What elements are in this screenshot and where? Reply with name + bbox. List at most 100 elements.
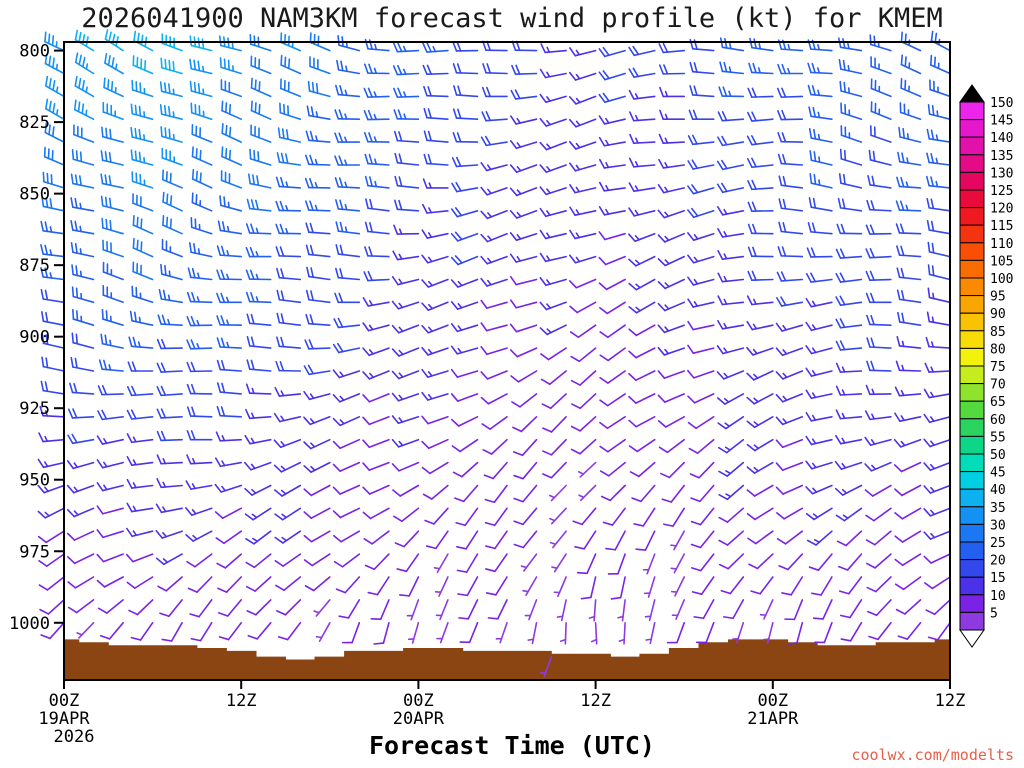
wind-barb bbox=[689, 85, 715, 98]
colorbar-segment bbox=[959, 347, 985, 367]
wind-barb bbox=[245, 291, 272, 304]
wind-barb bbox=[37, 484, 65, 494]
colorbar-segment bbox=[959, 365, 985, 385]
wind-barb bbox=[480, 210, 508, 220]
wind-barb bbox=[127, 361, 154, 372]
wind-barb bbox=[746, 320, 774, 331]
wind-barb bbox=[391, 324, 420, 334]
wind-barb bbox=[249, 148, 272, 166]
wind-barb bbox=[778, 198, 804, 212]
wind-barb bbox=[806, 247, 833, 258]
wind-barb bbox=[628, 89, 656, 100]
wind-barb bbox=[894, 484, 922, 497]
wind-barb bbox=[510, 115, 538, 125]
wind-barb bbox=[539, 117, 567, 127]
wind-barb bbox=[746, 393, 774, 405]
wind-barb bbox=[71, 264, 95, 281]
wind-barb bbox=[305, 130, 331, 143]
wind-barb bbox=[245, 383, 272, 395]
wind-barb bbox=[131, 171, 154, 189]
wind-barb bbox=[805, 297, 833, 308]
x-year-label: 2026 bbox=[54, 727, 95, 747]
wind-barb bbox=[835, 362, 863, 373]
wind-barb bbox=[509, 187, 538, 197]
wind-barb bbox=[570, 415, 597, 432]
wind-barb bbox=[370, 599, 390, 621]
wind-barb bbox=[925, 175, 951, 189]
wind-barb bbox=[628, 393, 656, 404]
wind-barb bbox=[720, 576, 745, 595]
wind-barb bbox=[776, 296, 804, 307]
wind-barb bbox=[245, 530, 272, 545]
wind-barb bbox=[274, 507, 302, 521]
wind-barb bbox=[450, 301, 479, 310]
wind-barb bbox=[275, 223, 302, 235]
wind-barb bbox=[509, 347, 538, 358]
wind-barb bbox=[539, 207, 567, 218]
wind-barb bbox=[216, 382, 242, 395]
wind-barb bbox=[336, 59, 361, 75]
y-tick-label: 975 bbox=[19, 542, 50, 562]
wind-barb bbox=[628, 415, 656, 428]
wind-barb bbox=[132, 214, 154, 235]
wind-barb bbox=[156, 385, 183, 397]
wind-barb bbox=[509, 276, 538, 286]
wind-barb bbox=[421, 391, 449, 401]
wind-barb bbox=[186, 406, 213, 418]
wind-barb bbox=[759, 599, 774, 620]
wind-barb bbox=[539, 93, 567, 103]
wind-barb bbox=[602, 507, 626, 526]
wind-barb bbox=[723, 599, 745, 620]
wind-barb bbox=[452, 41, 479, 52]
wind-barb bbox=[747, 246, 774, 258]
wind-barb bbox=[421, 461, 449, 475]
wind-barb bbox=[218, 35, 242, 52]
colorbar-segment bbox=[959, 224, 985, 244]
wind-barb bbox=[215, 431, 242, 442]
wind-barb bbox=[628, 370, 656, 382]
wind-barb bbox=[840, 125, 863, 143]
colorbar-under-arrow bbox=[959, 629, 985, 648]
colorbar-label: 5 bbox=[990, 606, 998, 621]
wind-barb bbox=[548, 484, 567, 502]
wind-barb bbox=[695, 621, 715, 644]
wind-barb bbox=[781, 576, 804, 596]
wind-barb bbox=[746, 135, 774, 146]
wind-barb bbox=[421, 229, 449, 239]
wind-barb bbox=[559, 621, 567, 645]
wind-barb bbox=[421, 415, 449, 425]
wind-barb bbox=[434, 576, 449, 597]
wind-barb bbox=[509, 299, 538, 309]
wind-barb bbox=[569, 324, 597, 339]
wind-barb bbox=[866, 360, 892, 372]
wind-barb bbox=[332, 369, 361, 379]
wind-barb bbox=[571, 393, 597, 410]
wind-barb bbox=[806, 530, 833, 546]
wind-barb bbox=[335, 199, 361, 212]
wind-barb bbox=[189, 35, 213, 52]
wind-barb bbox=[481, 111, 508, 122]
wind-barb bbox=[275, 246, 302, 258]
watermark-link[interactable]: coolwx.com/modelts bbox=[851, 746, 1014, 764]
wind-barb bbox=[191, 124, 213, 143]
wind-barb bbox=[421, 346, 449, 356]
wind-barb bbox=[716, 159, 745, 171]
wind-barb bbox=[273, 438, 302, 449]
wind-barb bbox=[718, 86, 745, 98]
wind-barb bbox=[775, 393, 804, 403]
wind-barb bbox=[925, 599, 951, 616]
wind-barb bbox=[126, 478, 154, 489]
wind-barb bbox=[407, 621, 420, 644]
colorbar-label: 85 bbox=[990, 325, 1006, 340]
wind-barb bbox=[221, 123, 242, 143]
colorbar-label: 60 bbox=[990, 413, 1006, 428]
wind-barb bbox=[191, 168, 213, 189]
wind-barb bbox=[450, 278, 479, 288]
wind-barb bbox=[186, 430, 213, 441]
wind-barb bbox=[126, 502, 154, 513]
colorbar-label: 25 bbox=[990, 536, 1006, 551]
wind-barb bbox=[391, 347, 420, 357]
y-tick-label: 800 bbox=[19, 42, 50, 62]
wind-barb bbox=[746, 346, 774, 356]
wind-barb bbox=[808, 106, 833, 120]
